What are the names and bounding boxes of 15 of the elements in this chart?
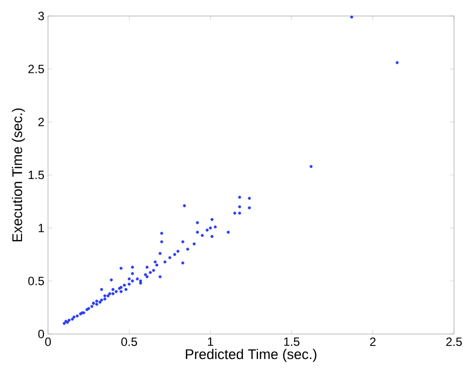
y-tick-label: 0 (38, 330, 44, 338)
x-tick-label: 2.5 (446, 338, 462, 346)
x-tick-label: 0 (45, 338, 51, 346)
x-tick-label: 2 (370, 338, 376, 346)
y-axis-title: Execution Time (sec.) (12, 108, 25, 242)
y-tick-label: 1.5 (28, 170, 44, 180)
x-tick-label: 0.5 (121, 338, 138, 346)
y-tick-label: 1 (38, 224, 44, 232)
y-tick-label: 0.5 (28, 276, 44, 286)
x-tick-label: 1 (208, 338, 214, 346)
y-tick-label: 3 (38, 12, 44, 20)
y-tick-label: 2 (38, 118, 44, 126)
x-axis-title: Predicted Time (sec.) (186, 348, 316, 362)
x-tick-label: 1.5 (284, 338, 300, 346)
y-tick-label: 2.5 (28, 64, 44, 74)
